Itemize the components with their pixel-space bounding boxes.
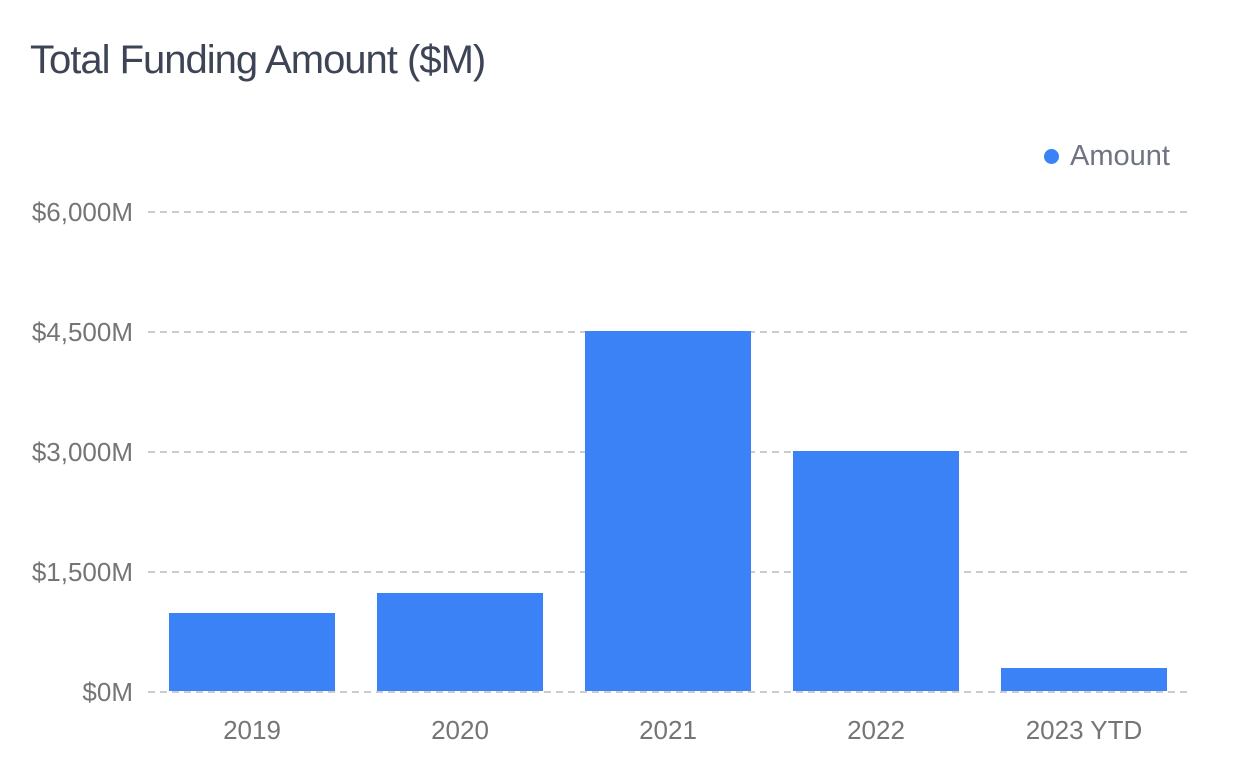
legend-marker-circle-icon (1044, 149, 1060, 164)
bar-2020[interactable] (377, 593, 543, 691)
x-axis-tick-label: 2020 (431, 715, 489, 745)
y-axis-tick-label: $4,500M (31, 317, 133, 347)
y-axis-tick-label: $0M (82, 677, 133, 707)
y-axis-tick-label: $1,500M (31, 557, 133, 587)
gridline-0 (148, 691, 1188, 693)
chart-title: Total Funding Amount ($M) (30, 38, 486, 82)
bar-2023-ytd[interactable] (1001, 667, 1167, 691)
bar-2022[interactable] (793, 451, 959, 691)
y-axis-tick-label: $3,000M (31, 437, 133, 467)
x-axis-tick-label: 2022 (847, 715, 905, 745)
legend-label: Amount (1070, 140, 1170, 172)
x-axis-tick-label: 2023 YTD (1025, 715, 1143, 745)
x-axis-tick-label: 2019 (223, 715, 281, 745)
bar-2019[interactable] (169, 613, 335, 691)
legend-item-amount[interactable]: Amount (1044, 140, 1170, 173)
gridline-6000 (148, 211, 1188, 213)
x-axis-tick-label: 2021 (639, 715, 697, 745)
y-axis-tick-label: $6,000M (31, 197, 133, 227)
bar-2021[interactable] (585, 331, 751, 691)
